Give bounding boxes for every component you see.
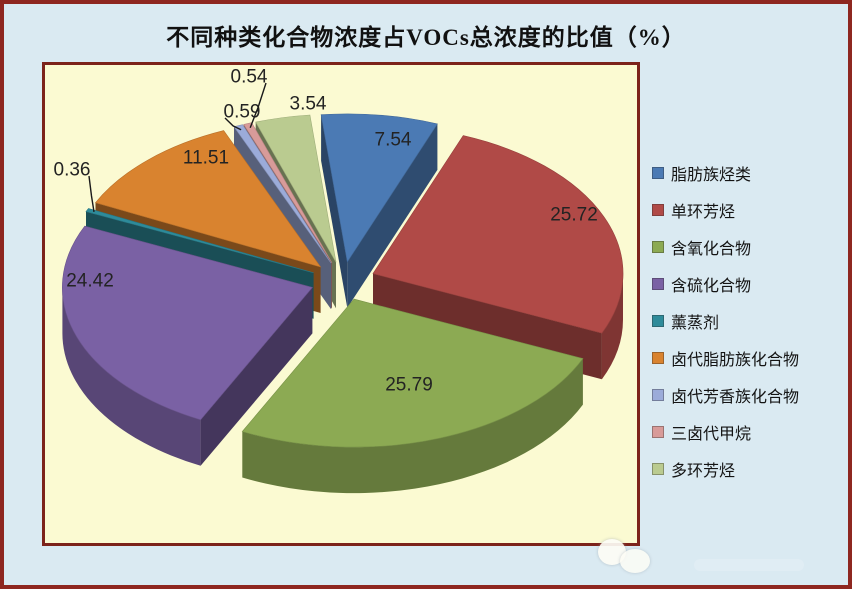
legend-swatch-icon [652,351,664,364]
pie-slice-top [372,135,624,334]
pie-slice-side [321,114,348,308]
watermark-text-faint [694,559,804,571]
legend-swatch-icon [652,240,664,253]
legend-label: 卤代脂肪族化合物 [671,351,800,369]
slice-value-label: 25.79 [385,375,433,396]
legend-swatch-icon [652,425,664,438]
pie-slice-top [85,208,314,274]
pie-slice-side [200,287,313,466]
plot-area: 7.54 25.72 25.79 24.42 0.36 11.51 0.59 0.54 3.54 [42,62,640,546]
leader-line [249,82,267,128]
legend-swatch-icon [652,314,664,327]
slice-value-label: 24.42 [66,271,114,292]
legend: 脂肪族烃类单环芳烃含氧化合物含硫化合物薰蒸剂卤代脂肪族化合物 卤代芳香族化合物 三卤… [652,154,848,487]
legend-item: 薰蒸剂 [652,302,848,339]
pie-slice-rim [242,358,583,494]
slice-value-label: 0.54 [231,67,268,88]
legend-swatch-icon [652,388,664,401]
pie-slice-top [255,114,337,263]
legend-label: 含氧化合物 [671,240,752,258]
legend-swatch-icon [652,277,664,290]
legend-label: 卤代芳香族化合物 [671,388,800,406]
legend-label: 薰蒸剂 [671,314,720,332]
legend-item: 卤代脂肪族化合物 [652,339,848,376]
pie-3d-chart: 7.54 25.72 25.79 24.42 0.36 11.51 0.59 0.54 3.54 [54,67,624,494]
legend-label: 多环芳烃 [671,462,736,480]
pie-slice-rim [62,287,201,466]
legend-swatch-icon [652,166,664,179]
legend-item: 脂肪族烃类 [652,154,848,191]
legend-item: 卤代芳香族化合物 [652,376,848,413]
legend-item: 含氧化合物 [652,228,848,265]
slice-value-label: 25.72 [550,205,598,226]
chart-title: 不同种类化合物浓度占VOCs总浓度的比值（%） [166,25,686,50]
slice-value-label: 11.51 [183,148,229,169]
legend-label: 单环芳烃 [671,203,736,221]
legend-swatch-icon [652,203,664,216]
legend-item: 多环芳烃 [652,450,848,487]
pie-slice-top [94,130,322,268]
watermark-cloud-icon [620,549,650,573]
slice-value-label: 0.59 [224,102,261,123]
leader-line [224,117,242,131]
pie-slice-top [241,298,584,448]
slice-value-label: 7.54 [375,130,412,151]
legend-item: 含硫化合物 [652,265,848,302]
pie-slice-rim [601,273,624,380]
legend-label: 脂肪族烃类 [671,166,752,184]
legend-swatch-icon [652,462,664,475]
slice-value-label: 3.54 [290,94,327,115]
pie-slice-top [62,225,313,421]
legend-item: 三卤代甲烷 [652,413,848,450]
leader-line [88,175,95,213]
legend-label: 含硫化合物 [671,277,752,295]
legend-label: 三卤代甲烷 [671,425,752,443]
slice-value-label: 0.36 [54,160,91,181]
pie-slice-top [320,113,438,263]
pie-slice-side [347,123,438,308]
legend-item: 单环芳烃 [652,191,848,228]
